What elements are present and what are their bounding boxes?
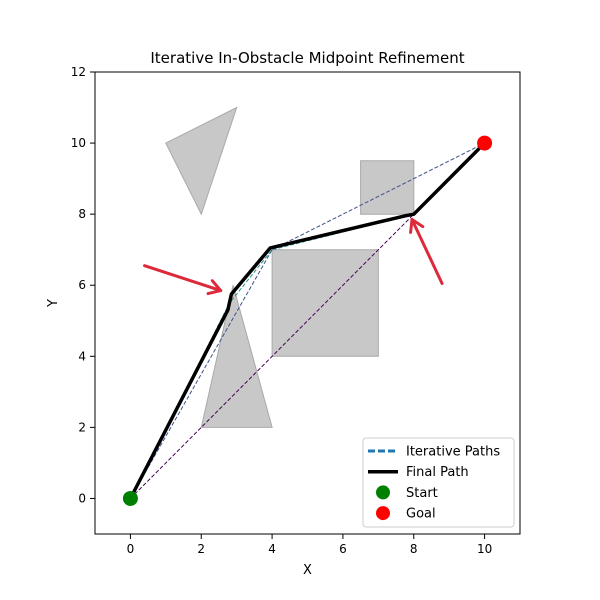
endpoint-markers (122, 135, 493, 506)
y-axis-ticks: 0 2 4 6 8 10 12 (71, 65, 95, 505)
legend-label: Iterative Paths (406, 445, 500, 460)
arrow-head (409, 218, 425, 234)
legend-label: Final Path (406, 465, 469, 480)
annotation-arrow-2 (409, 217, 444, 285)
obstacle-triangle-2 (200, 285, 273, 428)
obstacle-triangle-1 (165, 106, 238, 216)
x-tick-label: 2 (197, 542, 205, 556)
goal-marker (477, 135, 493, 151)
legend-handle-marker (376, 506, 390, 521)
y-tick-label: 10 (71, 136, 86, 150)
legend-entry-2: Final Path (368, 465, 469, 480)
arrow-head (206, 279, 223, 296)
legend-box (362, 437, 515, 528)
y-tick-label: 0 (78, 491, 86, 505)
plot-area (122, 106, 493, 506)
obstacle-rectangle-4 (360, 160, 415, 215)
arrow-shaft (410, 217, 444, 285)
axes-frame (94, 71, 521, 535)
legend-label: Start (406, 486, 438, 501)
legend-entry-4: Goal (376, 506, 436, 522)
legend-label: Goal (406, 507, 436, 522)
legend-entry-3: Start (376, 485, 438, 501)
y-tick-label: 12 (71, 65, 86, 79)
arrow-shaft (143, 264, 223, 293)
legend-handle-marker (376, 485, 390, 500)
legend-entry-1: Iterative Paths (368, 445, 500, 460)
y-tick-label: 2 (78, 420, 86, 434)
final-path-line (128, 141, 486, 500)
annotation-arrow-1 (143, 264, 223, 296)
x-tick-label: 0 (127, 542, 135, 556)
x-axis-ticks: 0 2 4 6 8 10 (127, 534, 492, 556)
x-tick-label: 6 (339, 542, 347, 556)
y-tick-label: 8 (78, 207, 86, 221)
x-tick-label: 4 (268, 542, 276, 556)
annotation-arrows (143, 217, 444, 296)
legend: Iterative Paths Final Path Start Goal (362, 437, 515, 528)
x-tick-label: 10 (477, 542, 492, 556)
iterative-path-2 (129, 142, 485, 499)
x-axis-label: X (303, 563, 312, 578)
start-marker (122, 490, 138, 506)
y-tick-label: 6 (78, 278, 86, 292)
x-tick-label: 8 (410, 542, 418, 556)
y-tick-label: 4 (78, 349, 86, 363)
y-axis-label: Y (46, 299, 61, 308)
obstacles (165, 106, 415, 428)
final-path-group (128, 141, 486, 500)
chart-title: Iterative In-Obstacle Midpoint Refinemen… (150, 49, 464, 67)
